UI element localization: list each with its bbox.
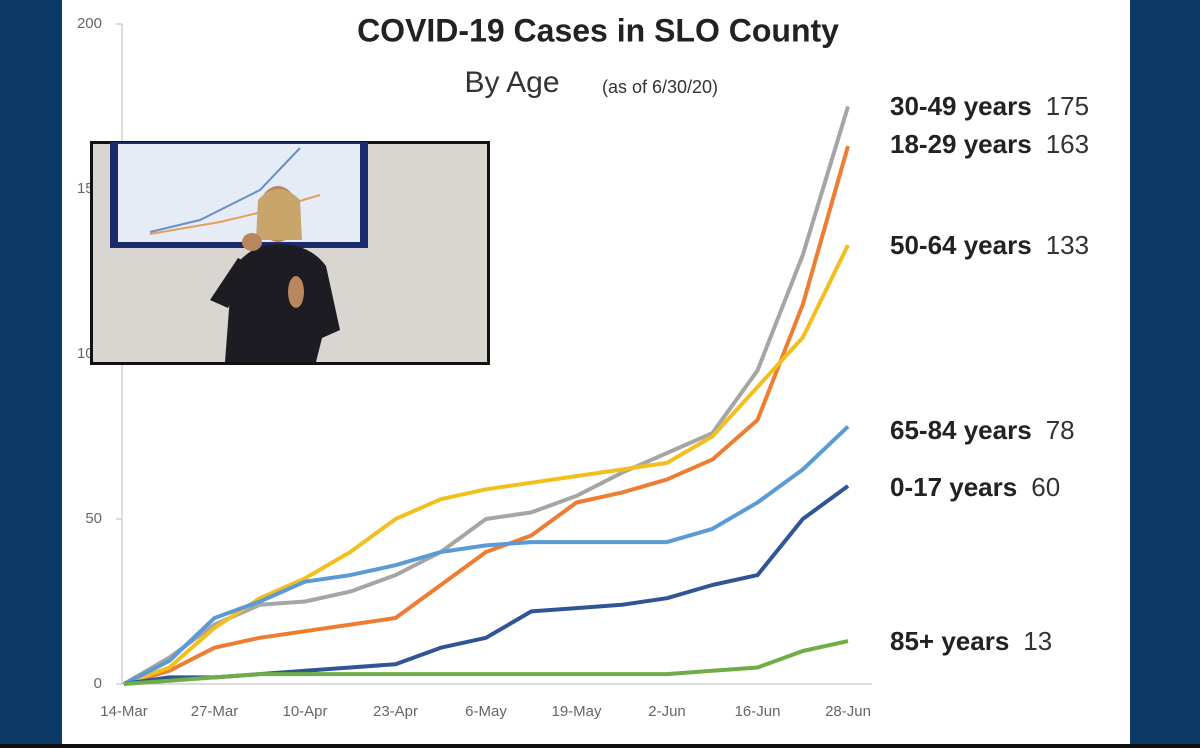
video-person-body	[225, 244, 340, 362]
x-tick-label: 28-Jun	[825, 703, 871, 720]
series-name: 65-84 years	[890, 415, 1032, 445]
series-name: 18-29 years	[890, 129, 1032, 159]
x-tick-label: 23-Apr	[373, 703, 418, 720]
bottom-bar	[0, 744, 1200, 748]
annotation: (as of 6/30/20)	[602, 77, 718, 97]
series-line	[122, 105, 850, 686]
series-name: 30-49 years	[890, 91, 1032, 121]
y-tick-label: 0	[94, 675, 102, 692]
series-name: 0-17 years	[890, 472, 1017, 502]
series-label: 18-29 years 163	[890, 129, 1089, 159]
x-tick-label: 2-Jun	[648, 703, 686, 720]
chart-subtitle: By Age	[464, 66, 559, 99]
video-tv-screen	[118, 144, 360, 242]
series-label: 85+ years 13	[890, 626, 1052, 656]
series-value-label: 60	[1031, 472, 1060, 502]
chart-title: COVID-19 Cases in SLO County	[357, 12, 839, 48]
series-label: 0-17 years 60	[890, 472, 1060, 502]
series-label: 65-84 years 78	[890, 415, 1075, 445]
x-tick-label: 10-Apr	[282, 703, 327, 720]
series-value-label: 163	[1046, 129, 1089, 159]
y-tick-label: 200	[77, 15, 102, 32]
x-tick-label: 6-May	[465, 703, 507, 720]
series-value-label: 175	[1046, 91, 1089, 121]
y-tick-label: 50	[85, 510, 102, 527]
series-name: 50-64 years	[890, 230, 1032, 260]
series-label: 50-64 years 133	[890, 230, 1089, 260]
series-line	[123, 639, 849, 686]
video-person-hair	[256, 189, 302, 240]
series-value-label: 13	[1023, 626, 1052, 656]
x-tick-label: 14-Mar	[100, 703, 148, 720]
slide	[62, 0, 1130, 744]
x-tick-label: 19-May	[551, 703, 602, 720]
series-label: 30-49 years 175	[890, 91, 1089, 121]
video-overlay	[90, 141, 490, 365]
series-line	[123, 145, 850, 686]
x-tick-label: 27-Mar	[191, 703, 239, 720]
series-value-label: 78	[1046, 415, 1075, 445]
x-tick-label: 16-Jun	[735, 703, 781, 720]
video-person-arm	[210, 258, 250, 308]
series-value-label: 133	[1046, 230, 1089, 260]
video-person-hand	[288, 276, 304, 308]
video-person-hand	[242, 233, 262, 251]
series-name: 85+ years	[890, 626, 1009, 656]
series-line	[123, 425, 850, 686]
video-tv-line	[149, 147, 301, 233]
